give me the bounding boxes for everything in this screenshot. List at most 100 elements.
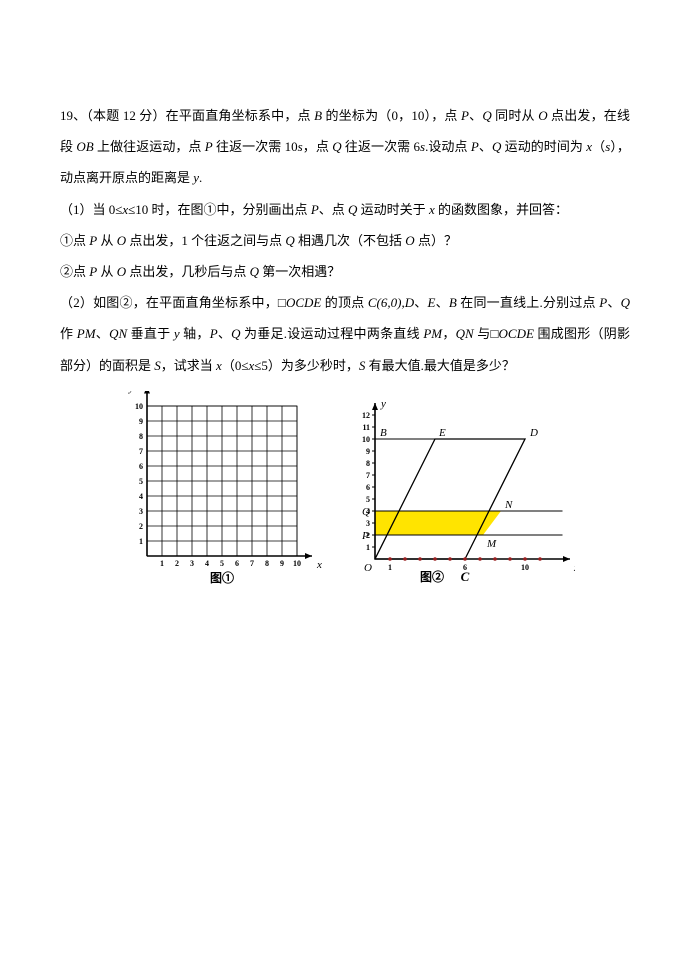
svg-text:11: 11: [362, 423, 370, 432]
var-O: O: [117, 233, 126, 248]
svg-text:9: 9: [139, 417, 143, 426]
problem-text: 19、（本题 12 分）在平面直角坐标系中，点 B 的坐标为（0，10），点 P…: [60, 100, 630, 194]
t: ①点: [60, 233, 89, 248]
t: 运动的时间为: [501, 139, 586, 154]
var-P: P: [311, 202, 319, 217]
svg-text:C: C: [461, 569, 470, 584]
t: 往返一次需 10: [213, 139, 298, 154]
t: 往返一次需 6: [342, 139, 420, 154]
t: 、: [479, 139, 492, 154]
var-QN: QN: [456, 326, 474, 341]
t: 与□: [474, 326, 499, 341]
svg-text:B: B: [380, 427, 387, 439]
svg-text:E: E: [438, 427, 446, 439]
t: 垂直于: [127, 326, 174, 341]
var-Q: Q: [250, 264, 259, 279]
svg-text:2: 2: [175, 559, 179, 568]
svg-text:6: 6: [366, 483, 370, 492]
var-Q: Q: [231, 326, 240, 341]
t: （1）当 0≤: [60, 202, 122, 217]
t: ≤10 时，在图①中，分别画出点: [128, 202, 311, 217]
t: 、: [218, 326, 232, 341]
t: 作: [60, 326, 77, 341]
var-OB: OB: [76, 139, 93, 154]
t: 点）？: [415, 233, 457, 248]
t: 从: [97, 233, 117, 248]
t: 、: [96, 326, 110, 341]
svg-text:10: 10: [135, 402, 143, 411]
svg-text:8: 8: [265, 559, 269, 568]
svg-text:8: 8: [139, 432, 143, 441]
var-O: O: [405, 233, 414, 248]
var-PM: PM: [423, 326, 442, 341]
t: 同时从: [492, 108, 538, 123]
t: ，: [442, 326, 456, 341]
sub1: ①点 P 从 O 点出发，1 个往返之间与点 Q 相遇几次（不包括 O 点）？: [60, 225, 630, 256]
var-Q: Q: [348, 202, 357, 217]
svg-text:4: 4: [139, 492, 143, 501]
part1: （1）当 0≤x≤10 时，在图①中，分别画出点 P、点 Q 运动时关于 x 的…: [60, 194, 630, 225]
svg-text:图②: 图②: [420, 569, 444, 584]
figure1-wrap: 1234567891012345678910xy图①: [115, 391, 325, 586]
t: 轴，: [180, 326, 210, 341]
svg-text:y: y: [128, 391, 134, 394]
svg-text:2: 2: [139, 522, 143, 531]
svg-text:x: x: [573, 562, 575, 574]
t: 、: [414, 295, 427, 310]
figure1-chart: 1234567891012345678910xy图①: [115, 391, 325, 586]
var-B: B: [314, 108, 322, 123]
t: （: [592, 139, 605, 154]
svg-text:7: 7: [250, 559, 254, 568]
figure2-chart: 1234567891011121610OBEDQPNMCxy图②: [345, 391, 575, 586]
var-P: P: [205, 139, 213, 154]
t: 、: [469, 108, 482, 123]
var-O: O: [538, 108, 547, 123]
svg-text:10: 10: [293, 559, 301, 568]
t: ≤5）为多少秒时，: [254, 358, 359, 373]
var-C: C: [368, 295, 377, 310]
t: 相遇几次（不包括: [295, 233, 406, 248]
var-D: D: [405, 295, 414, 310]
var-P: P: [471, 139, 479, 154]
svg-text:Q: Q: [362, 506, 370, 518]
svg-text:图①: 图①: [210, 570, 234, 585]
var-PM: PM: [77, 326, 96, 341]
svg-text:1: 1: [366, 543, 370, 552]
svg-text:N: N: [504, 499, 513, 511]
svg-text:4: 4: [205, 559, 209, 568]
svg-text:3: 3: [366, 519, 370, 528]
t: 为垂足.设运动过程中两条直线: [241, 326, 424, 341]
svg-text:9: 9: [366, 447, 370, 456]
svg-text:7: 7: [139, 447, 143, 456]
t: 点出发，几秒后与点: [126, 264, 250, 279]
var-Q: Q: [492, 139, 501, 154]
svg-text:10: 10: [362, 435, 370, 444]
svg-text:6: 6: [235, 559, 239, 568]
t: 的坐标为（0，10），点: [322, 108, 461, 123]
t: 点出发，1 个往返之间与点: [126, 233, 285, 248]
figure-row: 1234567891012345678910xy图① 1234567891011…: [60, 391, 630, 586]
svg-text:y: y: [380, 398, 386, 410]
t: 第一次相遇？: [259, 264, 340, 279]
figure2-wrap: 1234567891011121610OBEDQPNMCxy图②: [345, 391, 575, 586]
t: 上做往返运动，点: [94, 139, 205, 154]
t: 、: [607, 295, 620, 310]
problem-points: （本题 12 分）: [86, 108, 165, 123]
svg-text:3: 3: [190, 559, 194, 568]
svg-text:1: 1: [388, 563, 392, 572]
var-O: O: [117, 264, 126, 279]
t: ，点: [303, 139, 332, 154]
svg-text:7: 7: [366, 471, 370, 480]
svg-text:6: 6: [139, 462, 143, 471]
svg-text:x: x: [316, 559, 322, 571]
t: （2）如图②，在平面直角坐标系中，□: [60, 295, 286, 310]
svg-text:12: 12: [362, 411, 370, 420]
var-P: P: [599, 295, 607, 310]
var-Q: Q: [621, 295, 630, 310]
svg-text:3: 3: [139, 507, 143, 516]
var-P: P: [461, 108, 469, 123]
svg-text:1: 1: [139, 537, 143, 546]
svg-text:5: 5: [366, 495, 370, 504]
t: 运动时关于: [357, 202, 429, 217]
t: .设动点: [425, 139, 471, 154]
